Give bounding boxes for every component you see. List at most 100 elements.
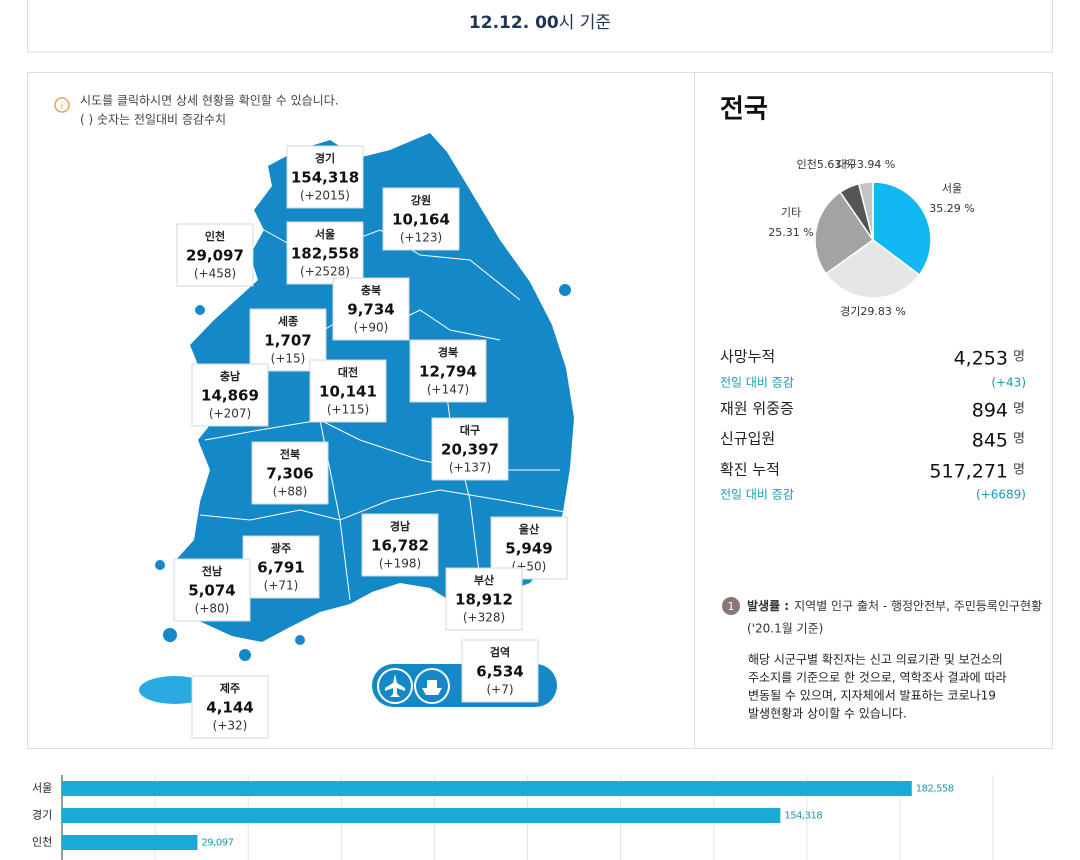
footnote-term: 발생률 : (747, 598, 789, 613)
region-change: (+328) (463, 611, 505, 625)
pie-slice (872, 181, 932, 276)
region-label[interactable]: 검역 6,534 (+7) (461, 639, 539, 703)
pie-label-value: 3.94 % (857, 158, 895, 171)
region-label[interactable]: 광주 6,791 (+71) (242, 535, 320, 599)
region-label[interactable]: 인천 29,097 (+458) (176, 223, 254, 287)
region-box (173, 558, 251, 622)
bar (62, 781, 912, 796)
stat-value: 845 (972, 430, 1008, 452)
footnote-line: 변동될 수 있으며, 지자체에서 발표하는 코로나19 (748, 689, 996, 703)
region-label[interactable]: 경북 12,794 (+147) (409, 339, 487, 403)
pie-label-name: 경기 (840, 305, 860, 318)
footnote-number: 1 (728, 600, 735, 613)
region-name: 인천 (205, 229, 225, 243)
footnote-badge (722, 597, 740, 615)
airport-icon (377, 668, 413, 704)
header: 12.12. 00시 기준 (469, 13, 611, 33)
value-label: 29,097 (201, 838, 233, 849)
stat-change-label: 전일 대비 증감 (720, 376, 794, 390)
pie-label: 대구3.94 % (837, 158, 896, 171)
stat-unit: 명 (1013, 350, 1025, 365)
category-label: 인천 (32, 835, 52, 849)
footnote-source: 지역별 인구 출처 - 행정안전부, 주민등록인구현황 (794, 598, 1042, 613)
footnote-line: 해당 시군구별 확진자는 신고 의료기관 및 보건소의 (748, 653, 1003, 667)
pie-label: 인천5.63 % (797, 157, 856, 171)
region-label[interactable]: 경기 154,318 (+2015) (286, 145, 364, 209)
region-label[interactable]: 경남 16,782 (+198) (361, 513, 439, 577)
region-label[interactable]: 충남 14,869 (+207) (191, 363, 269, 427)
category-label: 경기 (32, 809, 52, 822)
region-box (445, 567, 523, 631)
pie-label-value: 29.83 % (860, 305, 905, 318)
region-change: (+115) (327, 403, 369, 417)
region-box (361, 513, 439, 577)
region-change: (+147) (427, 383, 469, 397)
region-label[interactable]: 전남 5,074 (+80) (173, 558, 251, 622)
island (163, 628, 177, 642)
plane-icon (385, 674, 405, 697)
bar (62, 835, 198, 850)
region-name: 충남 (220, 369, 240, 383)
region-total: 29,097 (186, 247, 244, 265)
region-change: (+15) (271, 352, 306, 366)
region-box (251, 441, 329, 505)
region-total: 7,306 (266, 465, 313, 483)
region-label[interactable]: 강원 10,164 (+123) (382, 187, 460, 251)
region-box (382, 187, 460, 251)
footnote-line: 주소지를 기준으로 한 것으로, 역학조사 결과에 따라 (748, 671, 1007, 685)
bar (62, 808, 781, 823)
pie-label-value: 5.63 % (817, 158, 855, 171)
category-label: 서울 (32, 782, 52, 795)
stat-unit: 명 (1013, 402, 1025, 417)
pie-chart: 서울 35.29 % 경기29.83 % 기타 25.31 % 인천5.63 %대구3.9… (768, 157, 974, 318)
stat-label: 사망누적 (720, 348, 775, 366)
region-label[interactable]: 대구 20,397 (+137) (431, 417, 509, 481)
region-total: 1,707 (264, 332, 311, 350)
ship-icon (422, 680, 442, 695)
island (155, 560, 165, 570)
region-total: 5,949 (505, 540, 552, 558)
footnote: 발생률 : 지역별 인구 출처 - 행정안전부, 주민등록인구현황 (747, 598, 1042, 613)
region-label[interactable]: 서울 182,558 (+2528) (286, 221, 364, 285)
region-label[interactable]: 충북 9,734 (+90) (332, 277, 410, 341)
pie-slice (857, 181, 874, 241)
region-label[interactable]: 전북 7,306 (+88) (251, 441, 329, 505)
region-total: 6,791 (257, 559, 304, 577)
region-name: 경기 (315, 151, 335, 165)
region-name: 세종 (278, 314, 298, 328)
value-label: 182,558 (916, 784, 954, 795)
notice: 시도를 클릭하시면 상세 현황을 확인할 수 있습니다. (80, 94, 339, 108)
region-name: 검역 (490, 645, 510, 659)
region-name: 전북 (280, 447, 300, 461)
header-box (27, 0, 1053, 53)
region-labels: 경기 154,318 (+2015) 강원 10,164 (+123) 인천 29,097 (+… (173, 145, 568, 739)
pie-label-name: 기타 (781, 206, 801, 219)
stat-change-label: 전일 대비 증감 (720, 488, 794, 502)
region-change: (+2528) (300, 265, 350, 279)
island (195, 305, 205, 315)
header-suffix: 시 기준 (559, 13, 611, 33)
region-total: 154,318 (291, 169, 359, 187)
region-label[interactable]: 제주 4,144 (+32) (191, 675, 269, 739)
pie-slice (814, 191, 875, 275)
pie-label-name: 대구 (837, 158, 857, 171)
region-box (286, 221, 364, 285)
region-label[interactable]: 부산 18,912 (+328) (445, 567, 523, 631)
region-name: 광주 (271, 542, 291, 555)
region-change: (+88) (273, 485, 308, 499)
header-date: 12.12. 00 (469, 13, 559, 33)
region-label[interactable]: 대전 10,141 (+115) (309, 359, 387, 423)
region-box (191, 363, 269, 427)
info-icon-mark: i (61, 101, 64, 112)
region-change: (+207) (209, 407, 251, 421)
island (295, 635, 305, 645)
stat-value: 4,253 (954, 348, 1008, 370)
region-name: 울산 (519, 522, 539, 536)
port-icon (414, 668, 450, 704)
region-total: 4,144 (206, 699, 253, 717)
pie-label-name: 서울 (942, 182, 962, 195)
region-total: 10,164 (392, 211, 450, 229)
